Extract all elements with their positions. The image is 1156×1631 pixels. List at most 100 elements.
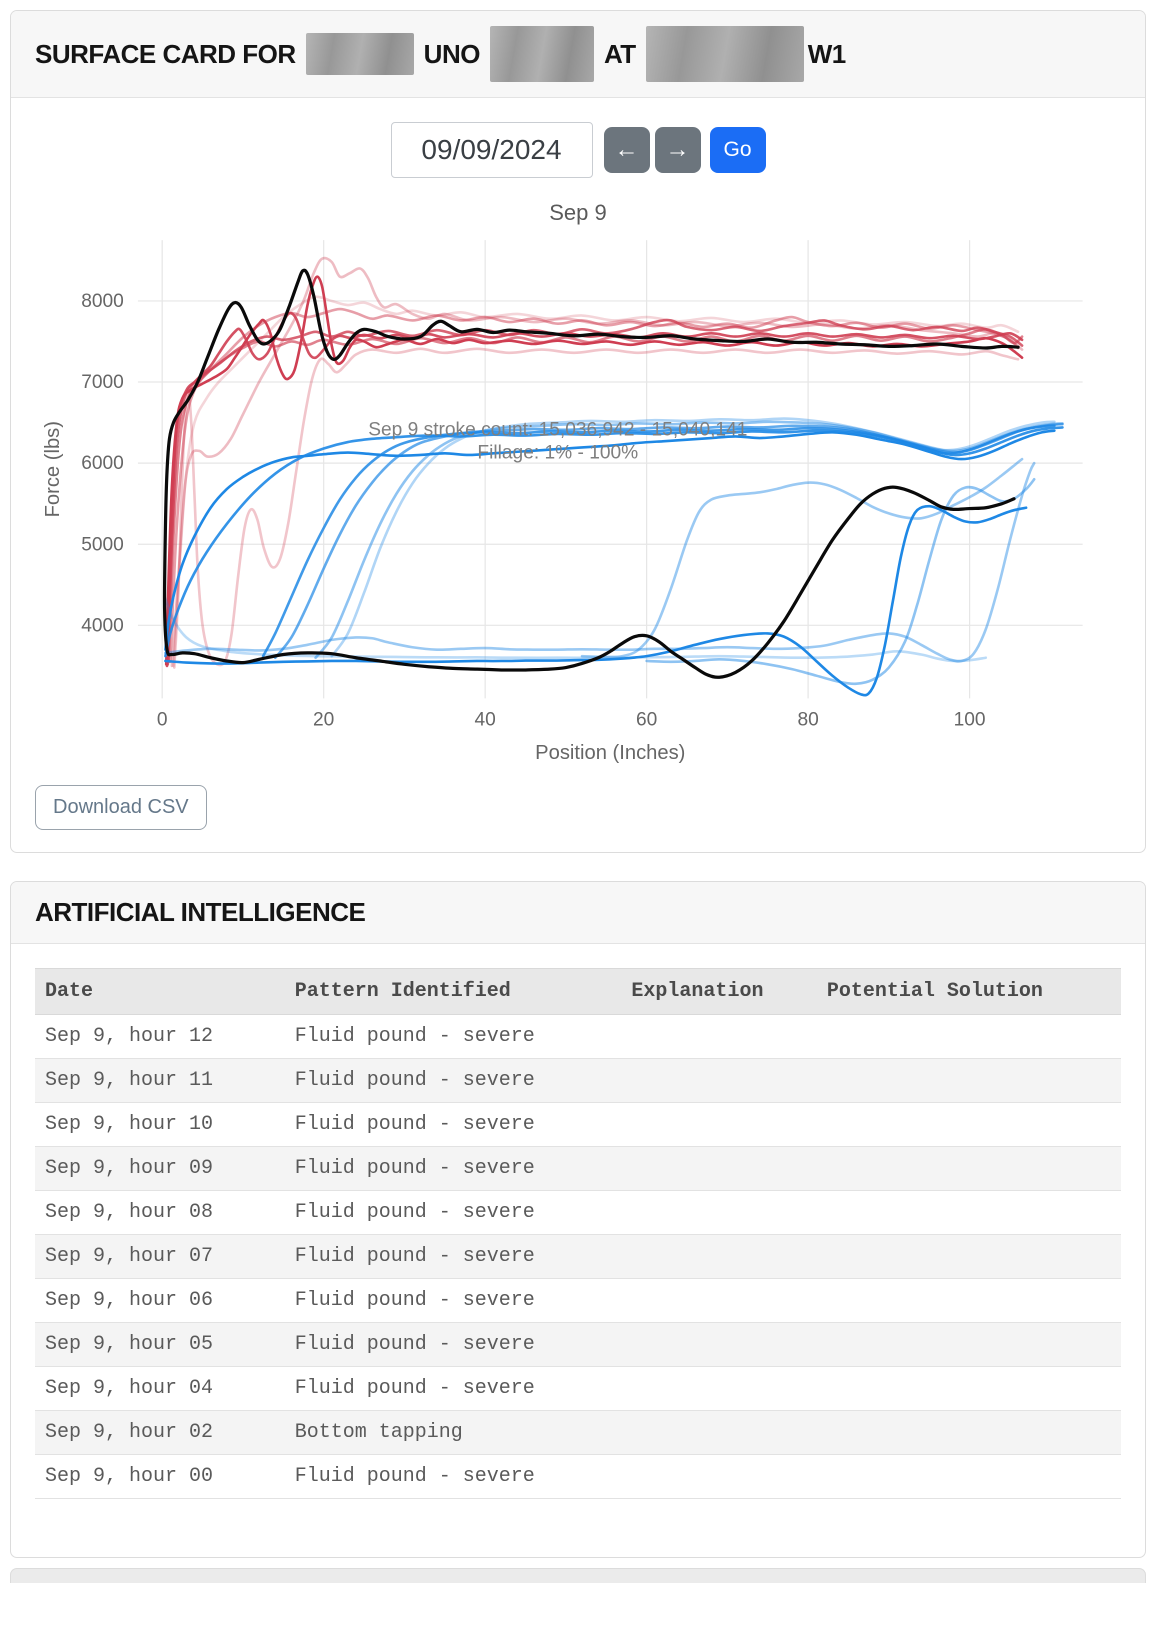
table-cell bbox=[816, 1234, 1121, 1279]
pump-card-blue-6 bbox=[330, 417, 1056, 658]
ai-card-title: ARTIFICIAL INTELLIGENCE bbox=[35, 897, 366, 927]
date-controls: ← → Go bbox=[33, 122, 1123, 178]
pump-card-blue-1 bbox=[164, 429, 1056, 651]
table-cell bbox=[816, 1322, 1121, 1367]
table-cell: Sep 9, hour 12 bbox=[35, 1014, 285, 1059]
table-row: Sep 9, hour 02 Bottom tapping bbox=[35, 1410, 1121, 1455]
surface-card: SURFACE CARD FOR UNO AT W1 ← → Go Sep 9 … bbox=[10, 10, 1146, 853]
pump-card-blue-5 bbox=[314, 420, 1064, 660]
pump-card-blue-riser-60 bbox=[580, 457, 1024, 659]
table-cell bbox=[621, 1410, 817, 1455]
table-cell: Fluid pound - severe bbox=[284, 1322, 622, 1367]
ai-card: ARTIFICIAL INTELLIGENCE Date Pattern Ide… bbox=[10, 881, 1146, 1558]
y-tick-label: 8000 bbox=[81, 291, 124, 312]
table-cell: Sep 9, hour 05 bbox=[35, 1322, 285, 1367]
title-mid: UNO bbox=[423, 38, 481, 69]
title-prefix: SURFACE CARD FOR bbox=[35, 38, 296, 69]
x-tick-label: 80 bbox=[797, 710, 818, 731]
y-tick-label: 4000 bbox=[81, 615, 124, 636]
table-row: Sep 9, hour 06 Fluid pound - severe bbox=[35, 1278, 1121, 1323]
redacted-well-name bbox=[305, 33, 414, 75]
surface-hour-red-6 bbox=[170, 256, 1024, 668]
column-header-solution: Potential Solution bbox=[816, 968, 1121, 1015]
ai-table-header-row: Date Pattern Identified Explanation Pote… bbox=[35, 968, 1121, 1015]
pump-card-blue-2 bbox=[164, 426, 1064, 658]
ai-card-body: Date Pattern Identified Explanation Pote… bbox=[11, 944, 1145, 1557]
right-arrow-icon: → bbox=[665, 136, 690, 163]
chart-annotation-line: Sep 9 stroke count: 15,036,942 - 15,040,… bbox=[368, 420, 747, 441]
surface-hour-red-7 bbox=[172, 347, 1020, 669]
chart-annotation-line: Fillage: 1% - 100% bbox=[477, 442, 638, 463]
x-tick-label: 20 bbox=[313, 710, 334, 731]
left-arrow-icon: ← bbox=[614, 136, 639, 163]
next-day-button[interactable]: → bbox=[654, 127, 701, 173]
previous-day-button[interactable]: ← bbox=[603, 127, 650, 173]
surface-hour-red-3 bbox=[166, 318, 1024, 666]
date-input[interactable] bbox=[390, 122, 593, 178]
table-cell: Fluid pound - severe bbox=[284, 1014, 622, 1059]
table-cell bbox=[816, 1366, 1121, 1411]
table-row: Sep 9, hour 08 Fluid pound - severe bbox=[35, 1190, 1121, 1235]
x-tick-label: 100 bbox=[954, 710, 986, 731]
pump-card-blue-bottom-1 bbox=[164, 504, 1028, 697]
table-cell: Sep 9, hour 07 bbox=[35, 1234, 285, 1279]
table-cell: Sep 9, hour 09 bbox=[35, 1146, 285, 1191]
table-row: Sep 9, hour 12 Fluid pound - severe bbox=[35, 1014, 1121, 1059]
table-row: Sep 9, hour 04 Fluid pound - severe bbox=[35, 1366, 1121, 1411]
ai-pattern-table: Date Pattern Identified Explanation Pote… bbox=[35, 968, 1121, 1499]
y-tick-label: 5000 bbox=[81, 534, 124, 555]
redacted-site-name bbox=[645, 26, 804, 82]
table-row: Sep 9, hour 10 Fluid pound - severe bbox=[35, 1102, 1121, 1147]
download-csv-button[interactable]: Download CSV bbox=[35, 785, 207, 830]
current-stroke-black bbox=[162, 268, 1020, 679]
x-tick-label: 0 bbox=[157, 710, 168, 731]
table-cell: Sep 9, hour 08 bbox=[35, 1190, 285, 1235]
table-row: Sep 9, hour 07 Fluid pound - severe bbox=[35, 1234, 1121, 1279]
table-cell bbox=[621, 1190, 817, 1235]
table-cell: Fluid pound - severe bbox=[284, 1366, 622, 1411]
table-cell: Sep 9, hour 10 bbox=[35, 1102, 285, 1147]
table-cell bbox=[816, 1278, 1121, 1323]
table-cell bbox=[816, 1102, 1121, 1147]
surface-hour-red-2 bbox=[165, 311, 1024, 668]
table-cell: Fluid pound - severe bbox=[284, 1190, 622, 1235]
table-row: Sep 9, hour 09 Fluid pound - severe bbox=[35, 1146, 1121, 1191]
pump-card-blue-riser-95 bbox=[645, 477, 1036, 686]
go-button[interactable]: Go bbox=[709, 127, 766, 173]
table-cell: Sep 9, hour 02 bbox=[35, 1410, 285, 1455]
ai-table-head: Date Pattern Identified Explanation Pote… bbox=[35, 968, 1121, 1015]
title-at: AT bbox=[603, 38, 636, 69]
table-cell: Sep 9, hour 11 bbox=[35, 1058, 285, 1103]
table-row: Sep 9, hour 11 Fluid pound - severe bbox=[35, 1058, 1121, 1103]
title-suffix: W1 bbox=[807, 38, 847, 69]
table-cell bbox=[621, 1234, 817, 1279]
table-cell: Fluid pound - severe bbox=[284, 1278, 622, 1323]
ai-table-body: Sep 9, hour 12 Fluid pound - severe Sep 9… bbox=[35, 1014, 1121, 1499]
table-cell bbox=[621, 1102, 817, 1147]
table-cell: Fluid pound - severe bbox=[284, 1454, 622, 1499]
table-cell: Sep 9, hour 04 bbox=[35, 1366, 285, 1411]
table-cell: Fluid pound - severe bbox=[284, 1058, 622, 1103]
column-header-date: Date bbox=[35, 968, 285, 1015]
table-cell bbox=[621, 1322, 817, 1367]
table-cell: Fluid pound - severe bbox=[284, 1102, 622, 1147]
surface-hour-red-8 bbox=[172, 295, 1020, 668]
surface-hour-red-4 bbox=[167, 328, 1024, 664]
table-cell bbox=[621, 1058, 817, 1103]
table-cell: Bottom tapping bbox=[284, 1410, 622, 1455]
table-cell: Sep 9, hour 00 bbox=[35, 1454, 285, 1499]
next-section-strip bbox=[10, 1568, 1146, 1583]
chart-svg: 4000 5000 6000 7000 8000 0 20 40 60 80 100 Position… bbox=[42, 240, 1083, 764]
y-axis-title: Force (lbs) bbox=[42, 421, 64, 517]
surface-card-body: ← → Go Sep 9 4000 5000 6000 7000 8000 0 20 40 60… bbox=[11, 98, 1145, 852]
table-cell bbox=[816, 1410, 1121, 1455]
surface-hour-red-5 bbox=[168, 307, 1020, 664]
x-axis-title: Position (Inches) bbox=[535, 742, 685, 764]
column-header-explanation: Explanation bbox=[621, 968, 817, 1015]
x-tick-label: 40 bbox=[474, 710, 495, 731]
ai-card-header: ARTIFICIAL INTELLIGENCE bbox=[11, 882, 1145, 944]
force-position-chart: 4000 5000 6000 7000 8000 0 20 40 60 80 100 Position… bbox=[33, 228, 1123, 773]
table-row: Sep 9, hour 00 Fluid pound - severe bbox=[35, 1454, 1121, 1499]
table-cell: Fluid pound - severe bbox=[284, 1234, 622, 1279]
table-row: Sep 9, hour 05 Fluid pound - severe bbox=[35, 1322, 1121, 1367]
